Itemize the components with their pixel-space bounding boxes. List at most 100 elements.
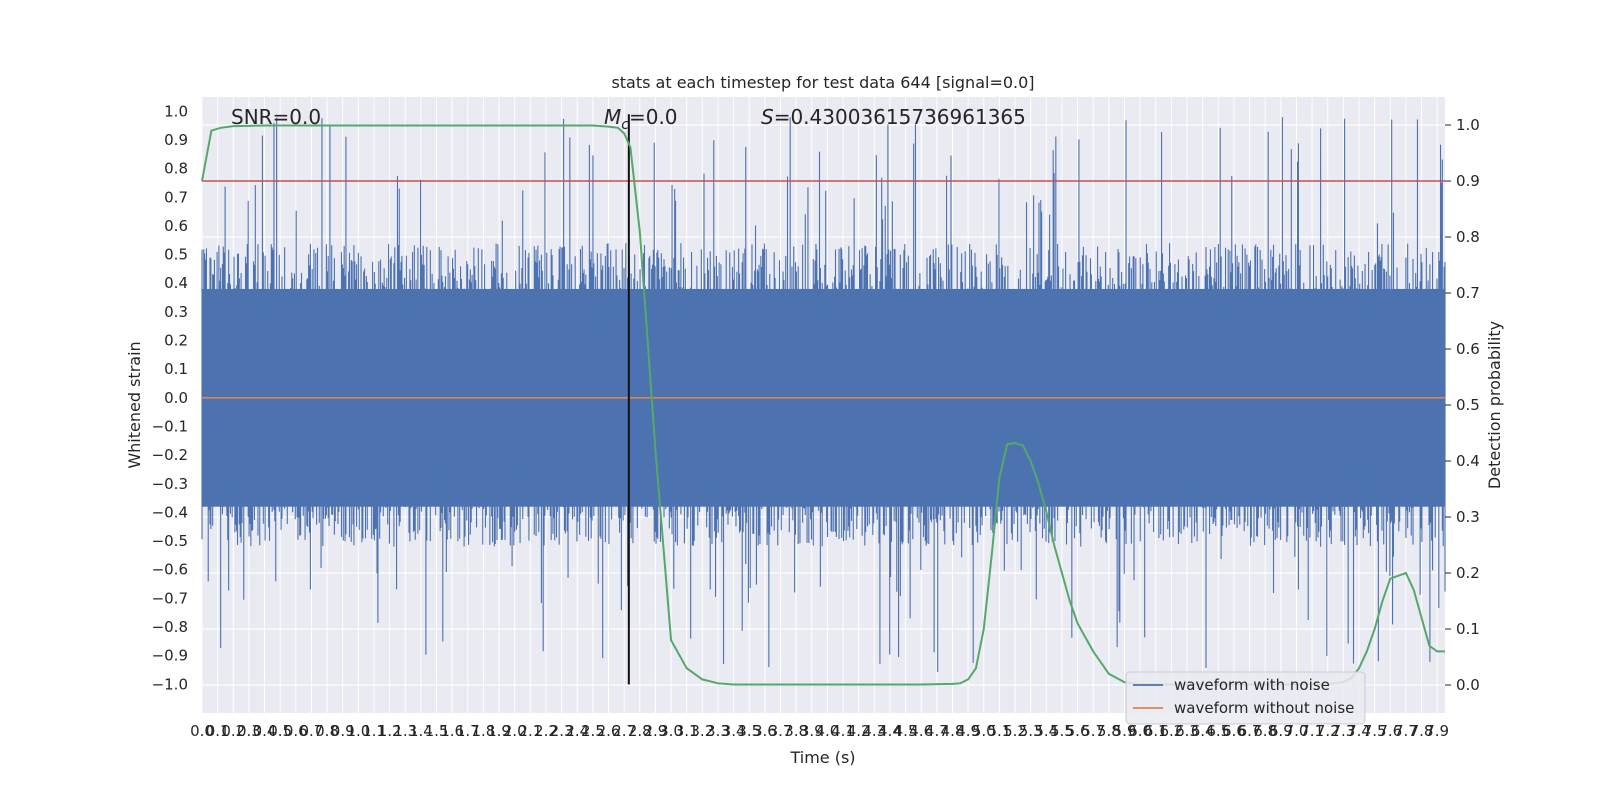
y-tick-label-right: 1.0 <box>1456 116 1480 134</box>
x-tick-label: 6.8 <box>1253 722 1277 740</box>
y-tick-label-left: −0.2 <box>152 446 188 464</box>
x-tick-label: 2.0 <box>503 722 527 740</box>
x-tick-label: 6.9 <box>1269 722 1293 740</box>
y-tick-label-left: −0.8 <box>152 618 188 636</box>
y-tick-label-left: 0.2 <box>164 332 188 350</box>
x-tick-label: 1.6 <box>440 722 464 740</box>
y-tick-label-right: 0.9 <box>1456 172 1480 190</box>
x-tick-label: 4.1 <box>831 722 855 740</box>
x-tick-label: 7.2 <box>1316 722 1340 740</box>
x-tick-label: 4.4 <box>878 722 902 740</box>
x-tick-label: 0.7 <box>300 722 324 740</box>
x-tick-label: 5.5 <box>1050 722 1074 740</box>
x-tick-label: 7.7 <box>1394 722 1418 740</box>
x-tick-label: 1.4 <box>409 722 433 740</box>
x-tick-label: 6.3 <box>1175 722 1199 740</box>
x-tick-label: 5.2 <box>1003 722 1027 740</box>
y-tick-label-left: 0.6 <box>164 217 188 235</box>
x-tick-label: 1.0 <box>346 722 370 740</box>
y-tick-label-left: −0.7 <box>152 589 188 607</box>
x-tick-label: 5.0 <box>972 722 996 740</box>
y-tick-label-right: 0.8 <box>1456 228 1480 246</box>
y-tick-label-right: 0.6 <box>1456 340 1480 358</box>
x-tick-label: 6.6 <box>1222 722 1246 740</box>
axes: 0.00.10.20.30.40.50.60.70.80.91.01.11.21… <box>152 102 1480 740</box>
y-tick-label-left: −0.3 <box>152 475 188 493</box>
x-tick-label: 4.5 <box>894 722 918 740</box>
legend-label-clean: waveform without noise <box>1174 699 1354 717</box>
y-tick-label-left: −1.0 <box>152 675 188 693</box>
y-tick-label-left: 0.5 <box>164 246 188 264</box>
y-tick-label-left: 0.8 <box>164 160 188 178</box>
x-tick-label: 3.2 <box>690 722 714 740</box>
x-tick-label: 4.6 <box>909 722 933 740</box>
x-tick-label: 6.0 <box>1128 722 1152 740</box>
x-tick-label: 0.2 <box>221 722 245 740</box>
x-tick-label: 0.9 <box>331 722 355 740</box>
x-tick-label: 5.1 <box>987 722 1011 740</box>
s-value: =0.43003615736961365 <box>774 105 1026 129</box>
y-tick-label-left: −0.4 <box>152 503 188 521</box>
y-axis-label-right: Detection probability <box>1485 321 1504 489</box>
y-tick-label-right: 0.2 <box>1456 564 1480 582</box>
x-tick-label: 5.6 <box>1066 722 1090 740</box>
x-tick-label: 0.8 <box>315 722 339 740</box>
chart-title: stats at each timestep for test data 644… <box>611 73 1034 92</box>
x-tick-label: 4.3 <box>862 722 886 740</box>
x-tick-label: 4.2 <box>847 722 871 740</box>
mc-value: =0.0 <box>629 105 678 129</box>
x-tick-label: 6.7 <box>1238 722 1262 740</box>
y-tick-label-left: 0.1 <box>164 360 188 378</box>
x-tick-label: 7.5 <box>1363 722 1387 740</box>
x-tick-label: 3.5 <box>737 722 761 740</box>
legend-box <box>1125 671 1366 725</box>
x-tick-label: 1.3 <box>393 722 417 740</box>
y-tick-label-left: 0.0 <box>164 389 188 407</box>
overlays <box>202 114 1445 685</box>
x-tick-label: 1.1 <box>362 722 386 740</box>
detection-probability-line <box>201 124 1445 686</box>
y-tick-label-left: −0.9 <box>152 647 188 665</box>
y-axis-label-left: Whitened strain <box>125 341 144 468</box>
y-tick-label-left: −0.1 <box>152 417 188 435</box>
y-tick-label-right: 0.7 <box>1456 284 1480 302</box>
mc-annotation: Mc=0.0 <box>604 105 678 133</box>
x-tick-label: 5.7 <box>1081 722 1105 740</box>
y-tick-label-left: 0.3 <box>164 303 188 321</box>
x-tick-label: 7.6 <box>1378 722 1402 740</box>
mc-subscript: c <box>621 117 629 133</box>
x-tick-label: 7.0 <box>1285 722 1309 740</box>
x-tick-label: 2.4 <box>565 722 589 740</box>
x-tick-label: 5.4 <box>1034 722 1058 740</box>
x-axis-label: Time (s) <box>789 748 855 767</box>
x-tick-label: 2.3 <box>550 722 574 740</box>
x-tick-label: 5.9 <box>1113 722 1137 740</box>
x-tick-label: 5.3 <box>1019 722 1043 740</box>
x-tick-label: 3.1 <box>675 722 699 740</box>
x-tick-label: 4.0 <box>815 722 839 740</box>
x-tick-label: 0.1 <box>206 722 230 740</box>
x-tick-label: 2.9 <box>643 722 667 740</box>
x-tick-label: 4.8 <box>941 722 965 740</box>
probability-series <box>201 124 1445 686</box>
mc-symbol: M <box>604 105 621 129</box>
x-tick-label: 3.3 <box>706 722 730 740</box>
y-tick-label-left: 0.9 <box>164 131 188 149</box>
x-tick-label: 7.9 <box>1425 722 1449 740</box>
x-tick-label: 2.8 <box>628 722 652 740</box>
x-tick-label: 1.2 <box>378 722 402 740</box>
x-tick-label: 2.7 <box>612 722 636 740</box>
s-symbol: S <box>761 105 774 129</box>
x-tick-label: 0.4 <box>253 722 277 740</box>
x-tick-label: 3.7 <box>769 722 793 740</box>
x-tick-label: 1.7 <box>456 722 480 740</box>
x-tick-label: 6.5 <box>1206 722 1230 740</box>
x-tick-label: 0.5 <box>268 722 292 740</box>
x-tick-label: 2.2 <box>534 722 558 740</box>
y-tick-label-right: 0.1 <box>1456 620 1480 638</box>
y-tick-label-right: 0.4 <box>1456 452 1480 470</box>
x-tick-label: 2.1 <box>518 722 542 740</box>
x-tick-label: 0.3 <box>237 722 261 740</box>
x-tick-label: 1.8 <box>472 722 496 740</box>
x-tick-label: 3.9 <box>800 722 824 740</box>
